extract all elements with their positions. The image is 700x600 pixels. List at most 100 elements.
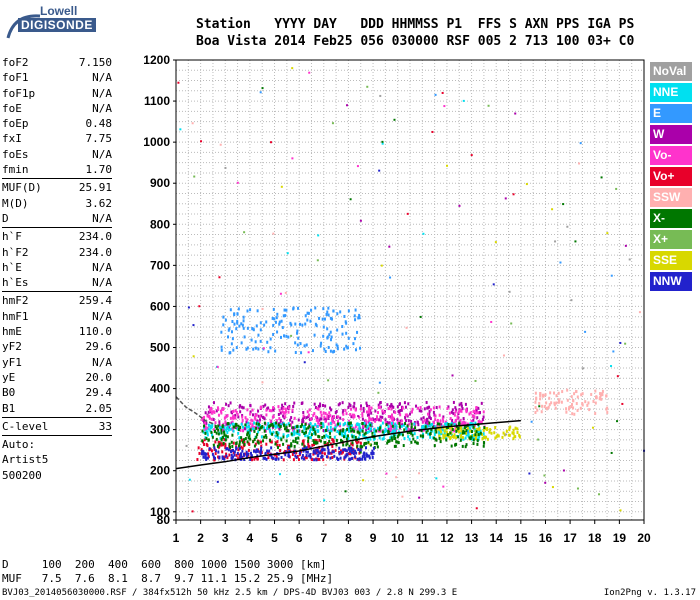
echo-point-vo- [217, 440, 220, 444]
echo-point-sse [508, 426, 511, 430]
noise-point [381, 142, 384, 145]
echo-point-w [238, 405, 241, 409]
noise-point [179, 128, 182, 131]
echo-point-x- [217, 432, 220, 436]
echo-point-nne [373, 430, 376, 434]
echo-point-nnw [320, 455, 323, 459]
echo-point-e [284, 314, 287, 318]
echo-point-sse [463, 427, 466, 431]
echo-point-nne [400, 432, 403, 436]
echo-point-x- [207, 438, 210, 442]
param-label: foF1 [2, 71, 29, 85]
echo-point-e [354, 318, 357, 322]
echo-point-e [257, 347, 260, 351]
echo-point-e [269, 337, 272, 341]
echo-point-x- [313, 441, 316, 445]
echo-point-vo- [454, 410, 457, 414]
echo-point-vo- [265, 408, 268, 412]
echo-point-nnw [312, 449, 315, 453]
echo-point-vo- [250, 458, 253, 462]
echo-point-ssw [535, 396, 538, 400]
echo-point-x- [425, 430, 428, 434]
echo-point-vo- [247, 448, 250, 452]
echo-point-w [323, 417, 326, 421]
echo-point-w [482, 415, 485, 419]
echo-point-vo- [332, 438, 335, 442]
echo-point-w [349, 404, 352, 408]
echo-point-e [320, 341, 323, 345]
echo-point-vo- [321, 445, 324, 449]
echo-point-ssw [554, 406, 557, 410]
echo-point-nne [226, 426, 229, 430]
echo-point-x- [476, 442, 479, 446]
echo-point-vo- [355, 441, 358, 445]
echo-point-nnw [285, 450, 288, 454]
echo-point-vo- [241, 415, 244, 419]
echo-point-w [361, 417, 364, 421]
echo-point-nne [247, 425, 250, 429]
echo-point-nnw [309, 455, 312, 459]
noise-point [395, 476, 398, 479]
echo-point-vo- [238, 453, 241, 457]
x-tick-label: 13 [465, 531, 479, 545]
echo-point-e [309, 319, 312, 323]
echo-point-e [231, 320, 234, 324]
echo-point-e [271, 316, 274, 320]
muf-distance-row: D 100 200 400 600 800 1000 1500 3000 [km… [2, 558, 327, 571]
echo-point-x- [282, 435, 285, 439]
param-value: N/A [92, 309, 112, 323]
noise-point [324, 464, 327, 467]
echo-point-nne [344, 435, 347, 439]
echo-point-vo- [347, 452, 350, 456]
echo-point-ssw [573, 392, 576, 396]
echo-point-nne [467, 433, 470, 437]
echo-point-ssw [547, 405, 550, 409]
echo-point-ssw [588, 408, 591, 412]
echo-point-sse [488, 430, 491, 434]
echo-point-nne [400, 424, 403, 428]
echo-point-vo- [331, 444, 334, 448]
echo-point-vo- [231, 427, 234, 431]
echo-point-w [262, 404, 265, 408]
noise-point [291, 157, 294, 160]
echo-point-vo- [196, 458, 199, 462]
echo-point-vo- [293, 416, 296, 420]
echo-point-nne [384, 427, 387, 431]
echo-point-e [235, 327, 238, 331]
noise-point [434, 93, 437, 96]
echo-point-vo- [284, 449, 287, 453]
echo-point-vo- [358, 415, 361, 419]
param-row: hmF1 N/A [2, 309, 112, 324]
echo-point-x- [403, 428, 406, 432]
echo-point-vo- [270, 409, 273, 413]
echo-point-ssw [573, 412, 576, 416]
param-value: N/A [92, 260, 112, 274]
echo-point-nnw [247, 452, 250, 456]
echo-point-nnw [236, 451, 239, 455]
param-label: h`F [2, 230, 22, 244]
echo-point-w [379, 401, 382, 405]
echo-point-w [407, 402, 410, 406]
echo-point-w [257, 409, 260, 413]
echo-point-nnw [249, 457, 252, 461]
echo-point-w [334, 411, 337, 415]
echo-point-x- [393, 437, 396, 441]
echo-point-x- [292, 439, 295, 443]
param-value: 2.05 [85, 401, 113, 415]
echo-point-vo- [459, 418, 462, 422]
echo-point-x- [463, 431, 466, 435]
echo-point-nne [330, 429, 333, 433]
param-value: N/A [92, 147, 112, 161]
echo-point-ssw [567, 407, 570, 411]
echo-point-sse [485, 435, 488, 439]
echo-point-sse [483, 436, 486, 440]
echo-point-vo- [275, 419, 278, 423]
echo-point-nne [476, 437, 479, 441]
noise-point [559, 261, 562, 264]
echo-point-vo- [391, 417, 394, 421]
echo-point-e [250, 338, 253, 342]
echo-point-w [399, 419, 402, 423]
echo-point-vo- [210, 417, 213, 421]
noise-point [610, 451, 613, 454]
echo-point-vo- [350, 407, 353, 411]
